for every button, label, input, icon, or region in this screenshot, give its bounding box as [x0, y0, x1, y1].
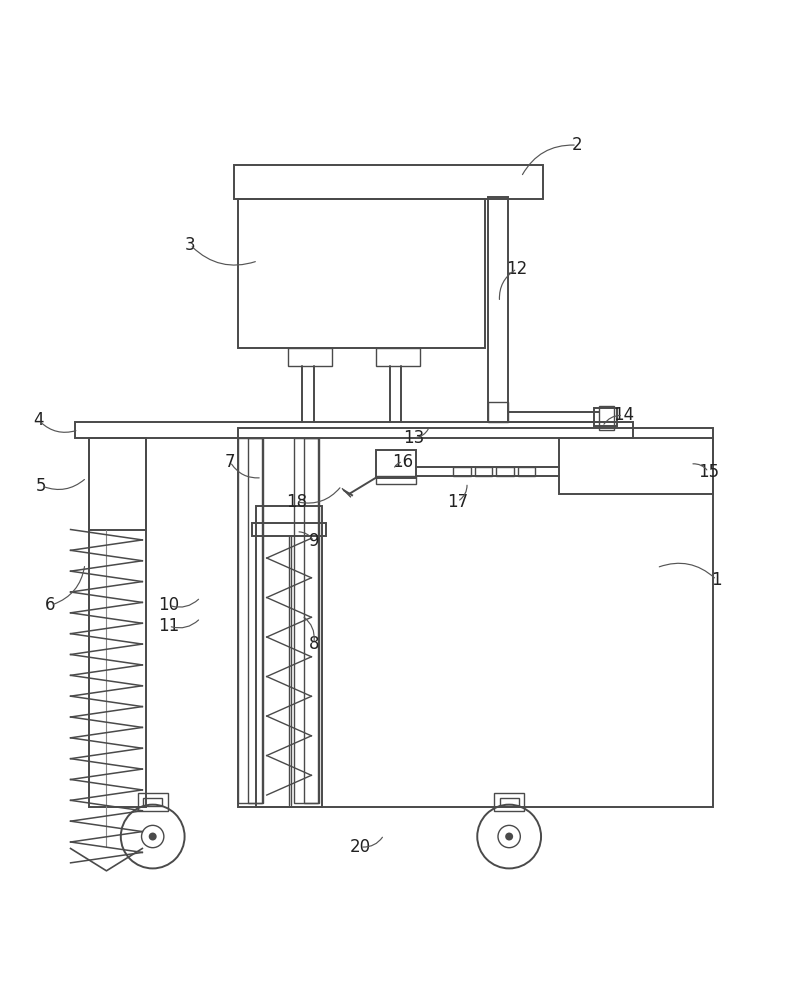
Text: 9: 9: [308, 532, 318, 550]
Bar: [233, 165, 543, 199]
Text: 3: 3: [184, 236, 195, 254]
Bar: [493, 793, 524, 811]
Text: 13: 13: [403, 429, 423, 447]
Bar: [75, 422, 632, 438]
Bar: [593, 408, 616, 426]
Circle shape: [504, 833, 512, 841]
Bar: [304, 438, 318, 803]
Bar: [248, 438, 262, 803]
Bar: [559, 438, 711, 494]
Bar: [499, 798, 518, 806]
Bar: [474, 467, 492, 476]
Text: 6: 6: [46, 596, 56, 614]
Bar: [375, 450, 415, 478]
Bar: [237, 428, 711, 807]
Text: 8: 8: [308, 635, 318, 653]
Text: 12: 12: [506, 260, 527, 278]
Bar: [453, 467, 470, 476]
Bar: [375, 476, 415, 484]
Bar: [89, 438, 146, 807]
Text: 14: 14: [612, 406, 633, 424]
Bar: [487, 197, 507, 422]
Bar: [252, 523, 326, 536]
Text: 2: 2: [571, 136, 581, 154]
Text: 5: 5: [36, 477, 47, 495]
Bar: [89, 438, 146, 530]
Text: 15: 15: [697, 463, 718, 481]
Bar: [496, 467, 513, 476]
Text: 17: 17: [446, 493, 468, 511]
Text: 10: 10: [158, 596, 179, 614]
Bar: [237, 438, 261, 803]
Bar: [256, 506, 322, 807]
Text: 1: 1: [711, 571, 721, 589]
Text: 20: 20: [349, 838, 371, 856]
Bar: [517, 467, 535, 476]
Text: 11: 11: [158, 617, 179, 635]
Bar: [294, 438, 318, 803]
Bar: [237, 199, 484, 348]
Bar: [598, 406, 613, 430]
Bar: [143, 798, 162, 806]
Bar: [487, 402, 507, 422]
Bar: [137, 793, 168, 811]
Bar: [375, 348, 419, 366]
Circle shape: [148, 833, 156, 841]
Bar: [288, 348, 332, 366]
Text: 7: 7: [225, 453, 235, 471]
Text: 4: 4: [34, 411, 44, 429]
Text: 18: 18: [286, 493, 306, 511]
Text: 16: 16: [392, 453, 413, 471]
